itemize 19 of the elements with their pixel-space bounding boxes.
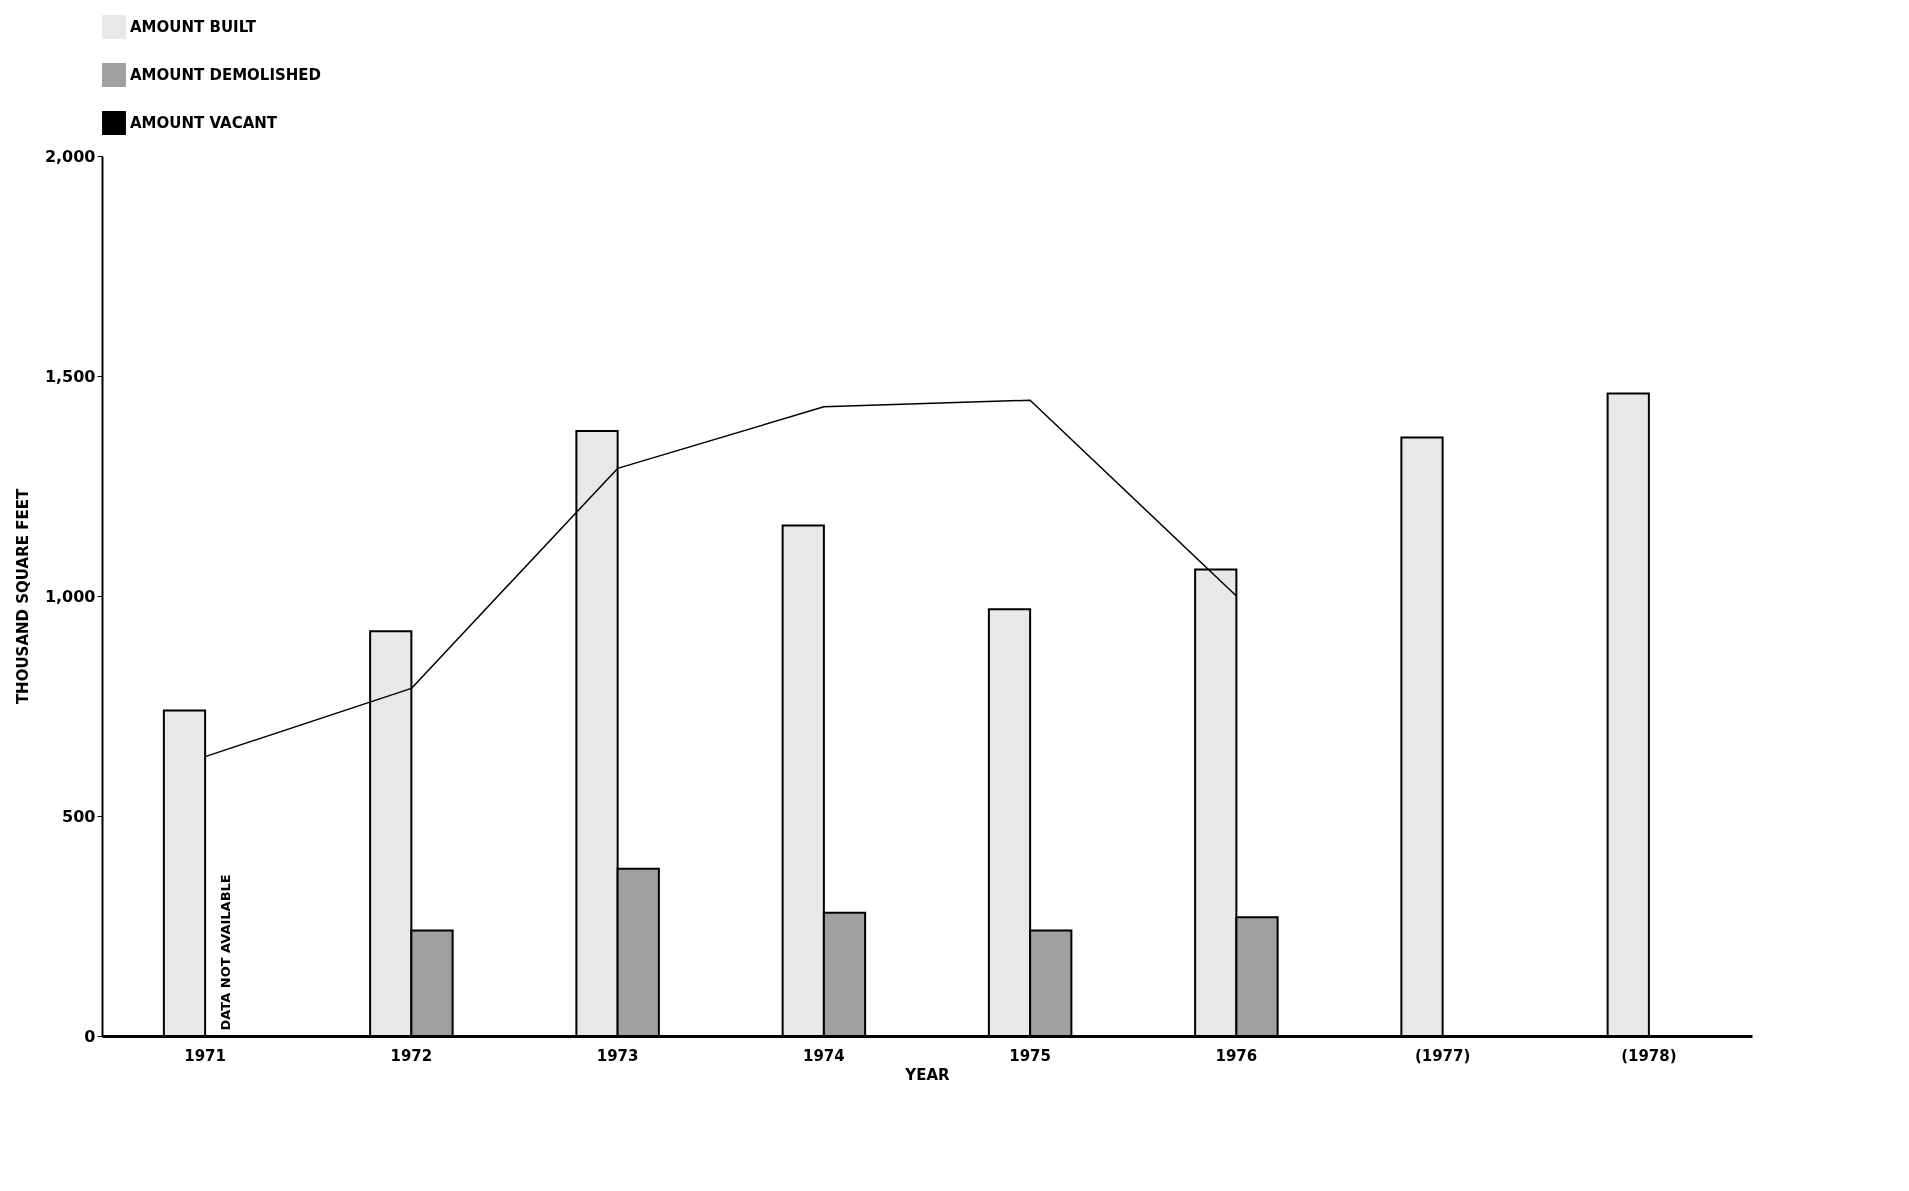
x-tick-label: 1974: [803, 1046, 845, 1065]
y-tick-label: 2,000: [44, 146, 96, 166]
y-tick-label: 500: [62, 806, 96, 826]
annotation: DATA NOT AVAILABLE: [217, 874, 233, 1031]
legend-label: AMOUNT VACANT: [130, 114, 278, 132]
legend-label: AMOUNT BUILT: [130, 18, 257, 36]
x-tick-label: 1971: [184, 1046, 226, 1065]
x-tick-label: (1978): [1621, 1046, 1677, 1065]
legend-label: AMOUNT DEMOLISHED: [130, 66, 322, 84]
x-tick-label: 1975: [1009, 1046, 1051, 1065]
x-axis-title: YEAR: [904, 1065, 951, 1084]
y-axis-title: THOUSAND SQUARE FEET: [13, 488, 32, 705]
y-tick-label: 1,000: [44, 586, 96, 606]
y-tick-label: 1,500: [44, 366, 96, 386]
x-tick-label: 1973: [596, 1046, 639, 1065]
x-tick-label: 1972: [390, 1046, 433, 1065]
x-tick-label: (1977): [1414, 1046, 1471, 1065]
y-tick-label: 0: [84, 1026, 96, 1046]
x-tick-label: 1976: [1215, 1046, 1258, 1065]
